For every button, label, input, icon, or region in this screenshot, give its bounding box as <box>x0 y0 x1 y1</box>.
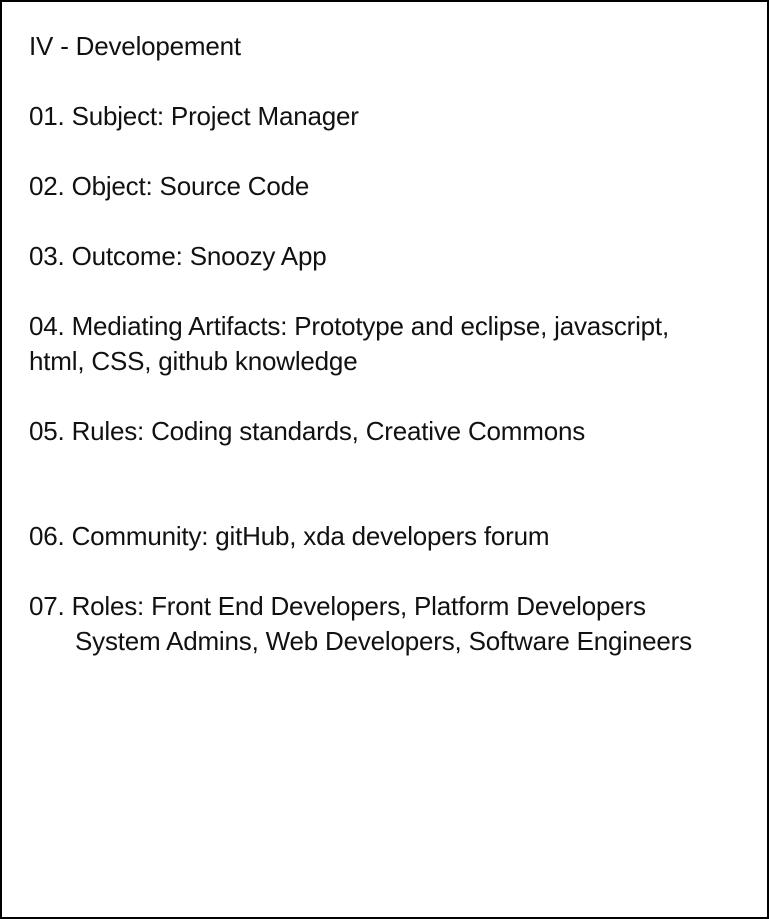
item-community: 06. Community: gitHub, xda developers fo… <box>29 521 550 551</box>
item-outcome: 03. Outcome: Snoozy App <box>29 241 327 271</box>
item-roles-continuation: System Admins, Web Developers, Software … <box>75 626 692 656</box>
item-mediating-artifacts-continuation: html, CSS, github knowledge <box>29 346 358 376</box>
item-roles: 07. Roles: Front End Developers, Platfor… <box>29 591 646 621</box>
item-rules: 05. Rules: Coding standards, Creative Co… <box>29 416 586 446</box>
item-mediating-artifacts: 04. Mediating Artifacts: Prototype and e… <box>29 311 669 341</box>
item-subject: 01. Subject: Project Manager <box>29 101 359 131</box>
document-title: IV - Developement <box>29 31 241 61</box>
item-object: 02. Object: Source Code <box>29 171 310 201</box>
